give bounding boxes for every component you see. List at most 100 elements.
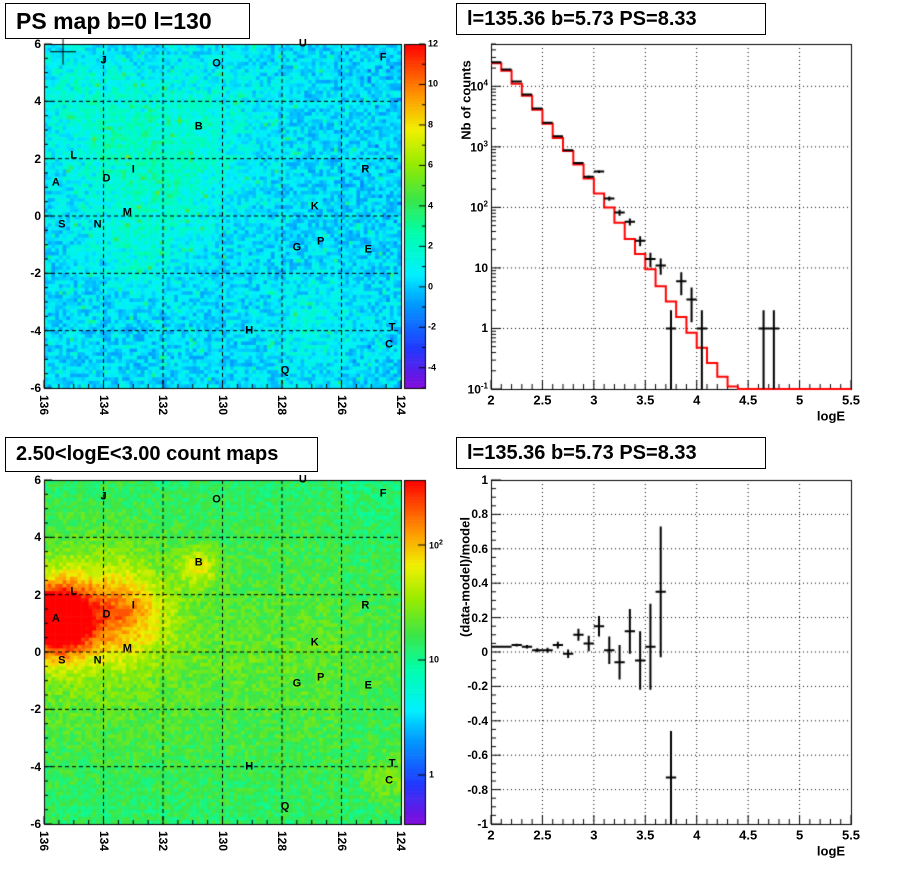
map0-x-tick-3: 130: [215, 394, 230, 416]
residual-x-tick-6: 5: [795, 827, 804, 843]
map2-source-M: M: [122, 642, 132, 655]
residual-x-tick-0: 2: [487, 827, 495, 843]
map0-colorbar-tick-3: 2: [428, 240, 434, 251]
spectrum-y-tick-2: 10: [474, 260, 488, 275]
map2-y-tick-3: 0: [34, 645, 41, 659]
spectrum-x-tick-6: 5: [795, 392, 804, 408]
spectrum-x-axis-label: logE: [816, 408, 846, 424]
map0-source-B: B: [194, 120, 203, 133]
map2-source-R: R: [361, 599, 370, 612]
map0-source-D: D: [102, 172, 111, 185]
map0-source-O: O: [212, 57, 221, 70]
map0-y-tick-2: -2: [30, 266, 41, 281]
map2-source-K: K: [310, 636, 319, 649]
residual-x-tick-2: 3: [590, 827, 598, 843]
spectrum-x-tick-1: 2.5: [533, 392, 552, 408]
residual-title: l=135.36 b=5.73 PS=8.33: [456, 437, 766, 469]
residual-y-tick-7: 0.4: [471, 576, 488, 591]
map0-y-tick-0: -6: [30, 381, 41, 395]
residual-y-tick-3: -0.4: [467, 713, 488, 728]
spectrum-title: l=135.36 b=5.73 PS=8.33: [456, 3, 766, 35]
map2-source-U: U: [298, 473, 307, 486]
spectrum-x-tick-5: 4.5: [739, 392, 758, 408]
map0-x-tick-6: 124: [394, 394, 408, 416]
map2-x-tick-1: 134: [96, 830, 111, 852]
map0-source-T: T: [388, 321, 396, 334]
residual-y-tick-5: 0: [481, 645, 488, 659]
spectrum-y-tick-0: 10-1: [467, 381, 488, 397]
spectrum-x-tick-4: 4: [693, 392, 701, 408]
residual-y-tick-4: -0.2: [467, 679, 488, 694]
map0-colorbar-tick-5: 6: [428, 159, 434, 170]
map2-source-D: D: [102, 608, 111, 621]
map0-source-H: H: [245, 324, 254, 337]
map0-y-tick-5: 4: [34, 94, 41, 109]
residual-y-axis-label: (data-model)/model: [457, 517, 473, 637]
spectrum-x-tick-3: 3.5: [636, 392, 655, 408]
map0-source-I: I: [131, 163, 135, 176]
map0-colorbar-tick-6: 8: [428, 119, 434, 130]
map0-source-K: K: [310, 200, 319, 213]
map0-x-tick-1: 134: [96, 394, 111, 416]
map2-source-C: C: [385, 774, 394, 787]
map2-y-tick-4: 2: [34, 587, 41, 602]
map2-x-tick-0: 136: [37, 830, 51, 852]
map2-y-tick-5: 4: [34, 530, 41, 545]
map0-source-S: S: [58, 218, 66, 231]
map2-source-F: F: [379, 487, 387, 500]
map0-source-G: G: [292, 241, 302, 254]
residual-y-tick-1: -0.8: [467, 782, 488, 797]
map2-source-P: P: [317, 671, 325, 684]
map2-y-tick-1: -4: [30, 759, 41, 774]
map2-source-T: T: [388, 757, 396, 770]
map2-y-tick-6: 6: [34, 473, 41, 487]
map0-source-F: F: [379, 51, 387, 64]
map0-x-tick-4: 128: [275, 394, 289, 416]
ps-map-title: PS map b=0 l=130: [5, 3, 250, 39]
residual-y-tick-2: -0.6: [467, 748, 488, 763]
map2-y-tick-2: -2: [30, 702, 41, 717]
map0-source-M: M: [122, 206, 132, 219]
map2-x-tick-4: 128: [275, 830, 289, 852]
map0-source-E: E: [364, 243, 372, 256]
map0-x-tick-0: 136: [37, 394, 51, 416]
residual-x-tick-7: 5.5: [841, 827, 861, 843]
residual-y-tick-0: -1: [477, 817, 488, 831]
map2-colorbar-tick-0: 1: [429, 769, 435, 780]
map2-x-tick-2: 132: [156, 830, 170, 852]
map0-colorbar-tick-8: 12: [428, 38, 439, 49]
map2-source-N: N: [93, 654, 102, 667]
map2-colorbar-tick-1: 10: [429, 654, 440, 665]
map0-x-tick-2: 132: [156, 394, 170, 416]
map0-source-Q: Q: [280, 364, 290, 377]
map2-source-J: J: [100, 490, 107, 503]
map2-source-Q: Q: [280, 800, 290, 813]
spectrum-y-tick-1: 1: [481, 321, 488, 336]
map2-source-E: E: [364, 679, 372, 692]
map0-source-C: C: [385, 338, 394, 351]
residual-y-tick-9: 0.8: [471, 507, 488, 522]
map0-source-L: L: [70, 149, 78, 162]
map2-source-B: B: [194, 556, 203, 569]
map0-source-R: R: [361, 163, 370, 176]
map0-source-J: J: [100, 54, 107, 67]
map0-y-tick-3: 0: [34, 209, 41, 223]
residual-x-tick-4: 4: [693, 827, 701, 843]
spectrum-x-tick-7: 5.5: [841, 392, 861, 408]
spectrum-y-tick-5: 104: [470, 78, 488, 94]
map2-source-O: O: [212, 493, 221, 506]
residual-y-tick-8: 0.6: [471, 541, 488, 556]
map0-source-A: A: [51, 176, 60, 189]
spectrum-y-axis-label: Nb of counts: [458, 60, 474, 140]
spectrum-y-tick-3: 102: [470, 199, 488, 215]
map0-source-P: P: [317, 235, 325, 248]
map2-colorbar-tick-2: 102: [429, 539, 443, 551]
map0-colorbar-tick-4: 4: [428, 200, 434, 211]
map2-source-I: I: [131, 599, 135, 612]
residual-y-tick-10: 1: [481, 473, 488, 487]
spectrum-y-tick-4: 103: [470, 139, 488, 155]
map0-source-U: U: [298, 37, 307, 50]
map2-source-L: L: [70, 585, 78, 598]
residual-x-tick-3: 3.5: [636, 827, 655, 843]
